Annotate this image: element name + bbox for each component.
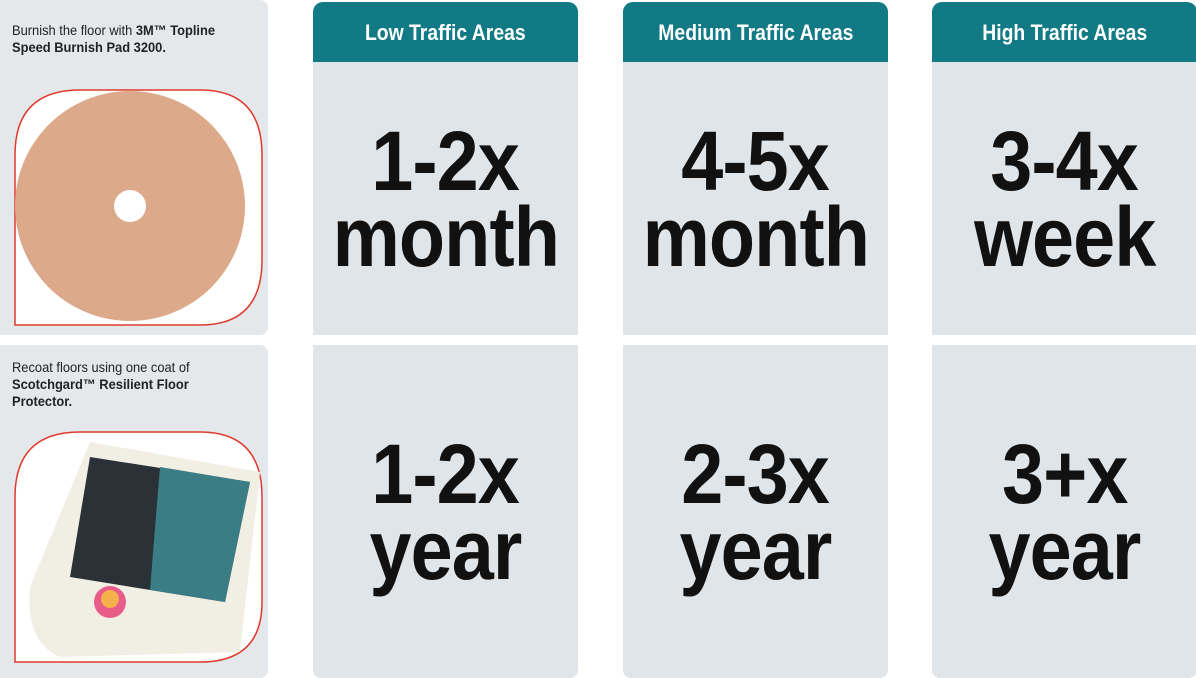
cell-text: month — [642, 199, 868, 275]
page: Burnish the floor with 3M™ Topline Speed… — [0, 0, 1196, 678]
cell-text: year — [989, 512, 1141, 588]
row-label: Burnish the floor with 3M™ Topline Speed… — [12, 22, 242, 56]
header-text: High Traffic Areas — [982, 20, 1147, 46]
cell-text: 4-5x — [682, 123, 830, 199]
cell-text: week — [974, 199, 1155, 275]
cell-text: year — [370, 512, 522, 588]
cell-text: 3+x — [1002, 436, 1128, 512]
cell-text: 3-4x — [991, 123, 1139, 199]
cell-text: 2-3x — [682, 436, 830, 512]
label-text: Burnish the floor with — [12, 22, 132, 38]
cell-text: 1-2x — [372, 436, 520, 512]
column-header: High Traffic Areas — [932, 2, 1196, 64]
column-header: Medium Traffic Areas — [623, 2, 888, 64]
label-product: Scotchgard™ Resilient Floor Protector. — [12, 376, 189, 409]
label-text: Recoat floors using one coat of — [12, 359, 190, 375]
cell-text: year — [680, 512, 832, 588]
row-label-panel: Burnish the floor with 3M™ Topline Speed… — [0, 0, 268, 335]
column-header: Low Traffic Areas — [313, 2, 578, 64]
cell-text: month — [332, 199, 558, 275]
header-text: Low Traffic Areas — [365, 20, 526, 46]
row-label: Recoat floors using one coat of Scotchga… — [12, 359, 242, 410]
pad-image — [0, 80, 268, 340]
cell-text: 1-2x — [372, 123, 520, 199]
product-image — [0, 427, 268, 677]
header-text: Medium Traffic Areas — [658, 20, 853, 46]
row-label-panel: Recoat floors using one coat of Scotchga… — [0, 345, 268, 678]
